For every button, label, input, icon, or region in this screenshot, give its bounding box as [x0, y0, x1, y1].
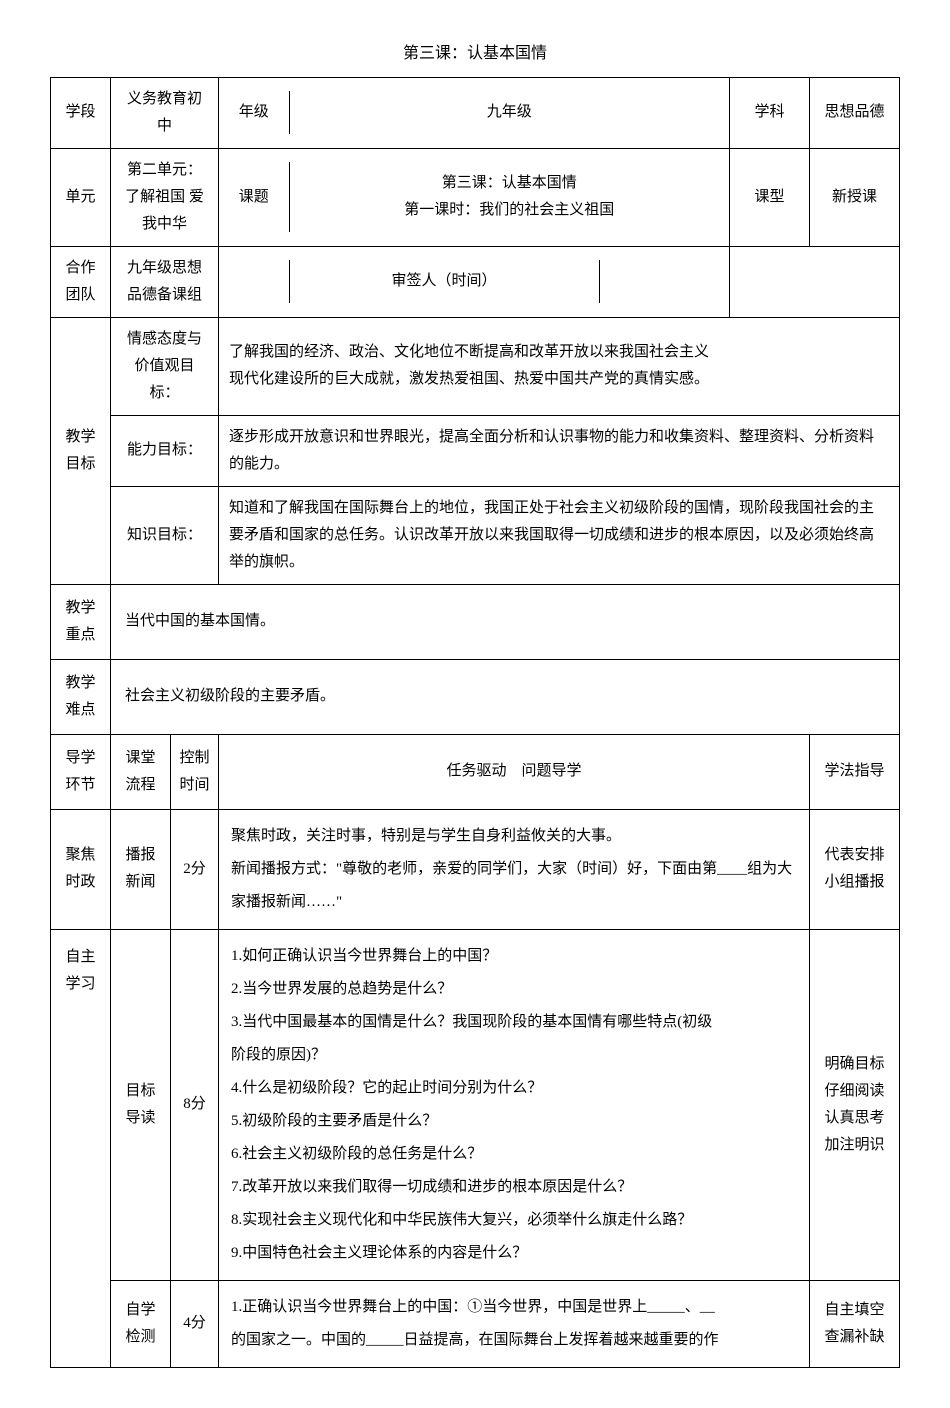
value-type: 新授课: [810, 148, 900, 246]
header-row-3: 合作团队 九年级思想品德备课组 审签人（时间）: [51, 246, 900, 317]
goal-flow: 目标 导读: [111, 929, 171, 1280]
value-topic: 第三课：认基本国情 第一课时：我们的社会主义祖国: [289, 162, 729, 232]
header-segment: 导学 环节: [51, 734, 111, 809]
label-stage: 学段: [51, 77, 111, 148]
review-cell: 审签人（时间）: [219, 246, 730, 317]
difficulty-row: 教学 难点 社会主义初级阶段的主要矛盾。: [51, 659, 900, 734]
check-guide: 自主填空 查漏补缺: [810, 1280, 900, 1367]
focus-row: 聚焦 时政 播报 新闻 2分 聚焦时政，关注时事，特别是与学生自身利益攸关的大事…: [51, 809, 900, 929]
selfstudy-seg: 自主 学习: [51, 929, 111, 1367]
label-reviewer: 审签人（时间）: [289, 260, 599, 303]
goal-guide: 明确目标 仔细阅读 认真思考 加注明识: [810, 929, 900, 1280]
header-guide: 学法指导: [810, 734, 900, 809]
lesson-plan-table: 学段 义务教育初中 年级 九年级 学科 思想品德 单元 第二单元： 了解祖国 爱…: [50, 77, 900, 1368]
label-ability: 能力目标：: [111, 415, 219, 486]
focus-time: 2分: [171, 809, 219, 929]
value-grade: 九年级: [289, 91, 729, 134]
grade-cell: 年级 九年级: [219, 77, 730, 148]
text-difficulty: 社会主义初级阶段的主要矛盾。: [111, 659, 900, 734]
value-subject: 思想品德: [810, 77, 900, 148]
unit-line2: 了解祖国 爱我中华: [121, 184, 208, 238]
header-time: 控制 时间: [171, 734, 219, 809]
header-task: 任务驱动 问题导学: [219, 734, 810, 809]
label-objectives: 教学 目标: [51, 317, 111, 584]
objectives-row-2: 能力目标： 逐步形成开放意识和世界眼光，提高全面分析和认识事物的能力和收集资料、…: [51, 415, 900, 486]
label-difficulty: 教学 难点: [51, 659, 111, 734]
unit-line1: 第二单元：: [121, 157, 208, 184]
keypoint-row: 教学 重点 当代中国的基本国情。: [51, 584, 900, 659]
label-type: 课型: [730, 148, 810, 246]
label-attitude: 情感态度与价值观目 标：: [111, 317, 219, 415]
topic-cell: 课题 第三课：认基本国情 第一课时：我们的社会主义祖国: [219, 148, 730, 246]
label-subject: 学科: [730, 77, 810, 148]
topic-line2: 第一课时：我们的社会主义祖国: [300, 197, 719, 224]
objectives-row-1: 教学 目标 情感态度与价值观目 标： 了解我国的经济、政治、文化地位不断提高和改…: [51, 317, 900, 415]
text-knowledge: 知道和了解我国在国际舞台上的地位，我国正处于社会主义初级阶段的国情，现阶段我国社…: [219, 486, 900, 584]
focus-flow: 播报 新闻: [111, 809, 171, 929]
value-stage: 义务教育初中: [111, 77, 219, 148]
check-time: 4分: [171, 1280, 219, 1367]
focus-seg: 聚焦 时政: [51, 809, 111, 929]
value-reviewer: [599, 260, 729, 303]
segment-header: 导学 环节 课堂 流程 控制 时间 任务驱动 问题导学 学法指导: [51, 734, 900, 809]
focus-guide: 代表安排 小组播报: [810, 809, 900, 929]
header-row-1: 学段 义务教育初中 年级 九年级 学科 思想品德: [51, 77, 900, 148]
header-flow: 课堂 流程: [111, 734, 171, 809]
text-ability: 逐步形成开放意识和世界眼光，提高全面分析和认识事物的能力和收集资料、整理资料、分…: [219, 415, 900, 486]
label-knowledge: 知识目标：: [111, 486, 219, 584]
text-keypoint: 当代中国的基本国情。: [111, 584, 900, 659]
label-keypoint: 教学 重点: [51, 584, 111, 659]
goal-time: 8分: [171, 929, 219, 1280]
check-text: 1.正确认识当今世界舞台上的中国：①当今世界，中国是世界上_____、__ 的国…: [219, 1280, 810, 1367]
header-row-2: 单元 第二单元： 了解祖国 爱我中华 课题 第三课：认基本国情 第一课时：我们的…: [51, 148, 900, 246]
label-team: 合作团队: [51, 246, 111, 317]
text-attitude: 了解我国的经济、政治、文化地位不断提高和改革开放以来我国社会主义 现代化建设所的…: [219, 317, 900, 415]
value-team: 九年级思想品德备课组: [111, 246, 219, 317]
focus-text: 聚焦时政，关注时事，特别是与学生自身利益攸关的大事。 新闻播报方式："尊敬的老师…: [219, 809, 810, 929]
objectives-row-3: 知识目标： 知道和了解我国在国际舞台上的地位，我国正处于社会主义初级阶段的国情，…: [51, 486, 900, 584]
label-topic: 课题: [219, 162, 289, 232]
label-grade: 年级: [219, 91, 289, 134]
selfstudy-check-row: 自学 检测 4分 1.正确认识当今世界舞台上的中国：①当今世界，中国是世界上__…: [51, 1280, 900, 1367]
goal-text: 1.如何正确认识当今世界舞台上的中国？ 2.当今世界发展的总趋势是什么？ 3.当…: [219, 929, 810, 1280]
value-unit: 第二单元： 了解祖国 爱我中华: [111, 148, 219, 246]
selfstudy-goal-row: 自主 学习 目标 导读 8分 1.如何正确认识当今世界舞台上的中国？ 2.当今世…: [51, 929, 900, 1280]
page-title: 第三课：认基本国情: [50, 40, 900, 69]
check-flow: 自学 检测: [111, 1280, 171, 1367]
topic-line1: 第三课：认基本国情: [300, 170, 719, 197]
label-unit: 单元: [51, 148, 111, 246]
